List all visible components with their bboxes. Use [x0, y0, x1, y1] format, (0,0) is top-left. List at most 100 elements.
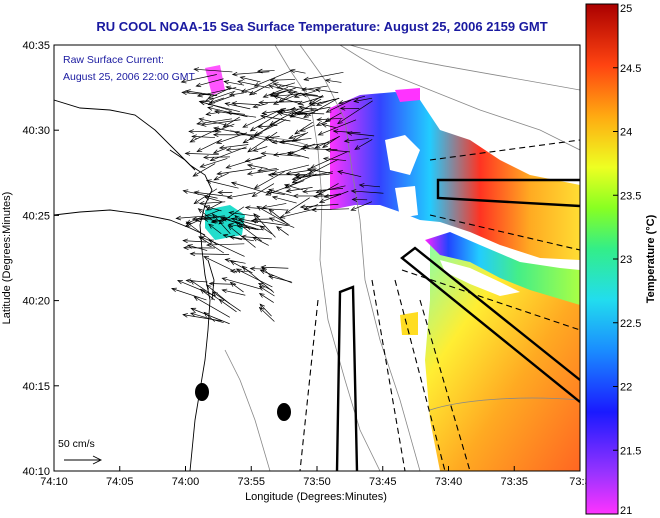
current-vector-head: [200, 122, 207, 127]
current-vector: [204, 90, 236, 102]
current-vector-head: [246, 171, 253, 176]
current-vector: [232, 71, 270, 75]
current-vector: [197, 139, 222, 152]
current-vector: [199, 201, 226, 204]
current-vector-head: [222, 122, 229, 128]
current-vector: [310, 151, 348, 169]
current-annotation-line1: Raw Surface Current:: [63, 54, 164, 66]
colorbar-tick-label: 23: [620, 254, 632, 266]
current-vector-head: [252, 103, 259, 109]
current-vector-head: [224, 102, 231, 107]
current-vector: [213, 127, 245, 135]
current-vector-head: [229, 281, 236, 287]
current-vector: [302, 85, 328, 91]
current-vector: [206, 201, 222, 211]
current-vector: [285, 197, 310, 214]
sst-patch-north: [330, 92, 580, 260]
current-vector-head: [180, 78, 187, 84]
current-vector-head: [321, 123, 328, 128]
current-vector: [245, 207, 287, 211]
current-vector-head: [219, 216, 226, 222]
current-vector-head: [315, 121, 322, 126]
current-vector-head: [189, 251, 196, 257]
current-vector: [203, 156, 230, 158]
current-vector-head: [332, 129, 339, 134]
current-vector-head: [252, 147, 259, 152]
y-axis-label: Latitude (Degrees:Minutes): [1, 192, 13, 325]
current-vector: [259, 225, 273, 235]
current-vector: [236, 268, 273, 288]
current-vector-head: [221, 288, 228, 294]
sst-speck-2: [205, 65, 225, 95]
current-vector-head: [196, 147, 203, 153]
current-vector: [185, 90, 217, 96]
current-vector: [301, 148, 338, 151]
current-vector-head: [228, 92, 235, 97]
current-vector-head: [198, 117, 205, 122]
current-vector-head: [291, 137, 298, 142]
current-vector: [249, 79, 278, 96]
current-vector-head: [199, 163, 206, 168]
current-vector: [338, 95, 366, 104]
current-vector: [302, 94, 324, 98]
current-vector-head: [278, 97, 284, 103]
current-vector: [253, 146, 268, 152]
current-vector-head: [218, 145, 225, 150]
bathymetry-contours: [224, 45, 580, 471]
current-vector: [337, 100, 373, 124]
current-vector: [252, 236, 269, 246]
map-title: RU COOL NOAA-15 Sea Surface Temperature:…: [96, 19, 547, 34]
current-vector-head: [193, 199, 200, 205]
current-vector-head: [291, 176, 298, 181]
current-vector-head: [287, 90, 293, 95]
current-vector: [287, 91, 318, 96]
current-vector: [217, 168, 256, 175]
current-vector-head: [221, 277, 228, 282]
current-vector: [190, 253, 230, 255]
sst-patch-south: [425, 245, 580, 471]
colorbar-tick-label: 24.5: [620, 63, 641, 75]
current-vector-head: [216, 139, 222, 144]
current-vector-head: [258, 100, 264, 105]
current-vector: [254, 171, 285, 189]
current-vector-head: [260, 151, 267, 156]
sst-speck-3: [400, 312, 418, 335]
current-vector-head: [223, 80, 230, 85]
current-vector-head: [289, 112, 296, 118]
current-vector-head: [194, 217, 201, 222]
current-vector: [276, 226, 289, 236]
current-vector-head: [234, 214, 240, 221]
current-vector: [273, 95, 300, 104]
current-vector: [185, 216, 206, 227]
colorbar-tick-label: 21: [620, 505, 632, 517]
current-vector-head: [203, 311, 210, 318]
current-vector: [351, 190, 384, 194]
current-vector-head: [246, 163, 253, 168]
current-vector-head: [218, 298, 225, 304]
current-vector: [311, 208, 350, 211]
y-tick-label: 40:30: [22, 125, 50, 137]
sst-speck-1: [395, 88, 420, 102]
current-vector-head: [316, 101, 322, 106]
current-vector-head: [269, 91, 275, 97]
current-vector-head: [229, 268, 236, 274]
current-vector-head: [276, 226, 282, 232]
current-vector: [290, 69, 306, 74]
current-vector: [300, 125, 314, 132]
cloud-gap: [440, 260, 520, 296]
current-vector-head: [199, 100, 206, 106]
current-vector-head: [181, 90, 187, 96]
current-vector: [268, 189, 294, 197]
current-vector-head: [299, 204, 306, 210]
y-tick-label: 40:20: [22, 296, 50, 308]
colorbar-tick-label: 23.5: [620, 190, 641, 202]
current-vector: [290, 98, 322, 118]
current-vector-head: [198, 201, 205, 206]
current-vector: [181, 74, 217, 83]
current-vector-head: [261, 110, 268, 115]
current-vector-head: [346, 131, 353, 136]
current-vector-head: [249, 126, 256, 132]
current-vector-head: [298, 105, 305, 110]
current-vector-head: [337, 170, 343, 175]
current-vector: [218, 206, 245, 225]
